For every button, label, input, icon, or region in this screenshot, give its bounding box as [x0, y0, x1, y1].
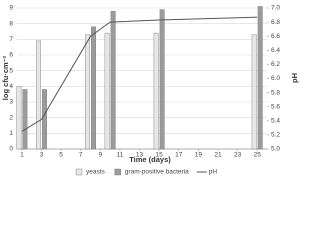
- y-tick-label: 2: [9, 114, 13, 121]
- y-tick-label: 7: [9, 36, 13, 43]
- x-tick-label: 3: [40, 152, 44, 159]
- y2-tick-label: 7.0: [271, 5, 280, 12]
- y-tick-label: 9: [9, 5, 13, 12]
- x-tick-label: 21: [214, 152, 222, 159]
- y2-tick-label: 5.2: [271, 132, 280, 139]
- bar: [257, 6, 263, 150]
- legend-label: gram-positive bacteria: [125, 169, 189, 176]
- legend-swatch: [75, 168, 83, 176]
- bar: [36, 40, 41, 150]
- bar: [91, 26, 96, 150]
- y-tick-label: 6: [9, 52, 13, 59]
- x-tick-label: 9: [99, 152, 103, 159]
- bar: [159, 9, 165, 150]
- y2-tick-label: 5.8: [271, 89, 280, 96]
- y2-axis-title: pH: [290, 73, 299, 83]
- bar: [22, 89, 28, 150]
- x-tick-label: 23: [234, 152, 242, 159]
- y-tick-label: 3: [9, 99, 13, 106]
- bar: [104, 32, 110, 150]
- bar: [110, 10, 116, 150]
- bar: [85, 34, 90, 150]
- y2-tick-label: 6.4: [271, 47, 280, 54]
- y-axis-title: log cfu·cm⁻²: [1, 55, 10, 100]
- x-tick-label: 13: [136, 152, 144, 159]
- y-tick-label: 4: [9, 83, 13, 90]
- y2-tick-label: 6.8: [271, 19, 280, 26]
- x-tick-label: 7: [79, 152, 83, 159]
- y2-tick-label: 6.6: [271, 33, 280, 40]
- x-tick-label: 19: [195, 152, 203, 159]
- y2-tick-label: 5.0: [271, 146, 280, 153]
- bar: [42, 89, 47, 150]
- x-tick-label: 17: [175, 152, 183, 159]
- legend-swatch: [114, 168, 121, 176]
- x-tick-label: 1: [20, 152, 24, 159]
- y2-tick-label: 6.0: [271, 75, 280, 82]
- y2-tick-label: 5.4: [271, 118, 280, 125]
- bar: [251, 34, 257, 150]
- legend-label: pH: [209, 169, 218, 176]
- x-axis-title: Time (days): [129, 155, 171, 164]
- x-tick-label: 11: [117, 152, 124, 159]
- y2-tick-label: 5.6: [271, 103, 280, 110]
- x-tick-label: 5: [59, 152, 63, 159]
- y-tick-label: 0: [9, 146, 13, 153]
- x-tick-label: 15: [156, 152, 164, 159]
- legend-label: yeasts: [86, 169, 106, 176]
- x-tick-label: 25: [254, 152, 262, 159]
- chart: Time (days) log cfu·cm⁻² pH 01234567895.…: [1, 5, 299, 176]
- line: [21, 16, 258, 132]
- y2-tick-label: 6.2: [271, 61, 280, 68]
- y-tick-label: 1: [9, 130, 13, 137]
- bar: [16, 86, 22, 150]
- y-tick-label: 5: [9, 67, 13, 74]
- bar: [153, 32, 159, 150]
- y-tick-label: 8: [9, 20, 13, 27]
